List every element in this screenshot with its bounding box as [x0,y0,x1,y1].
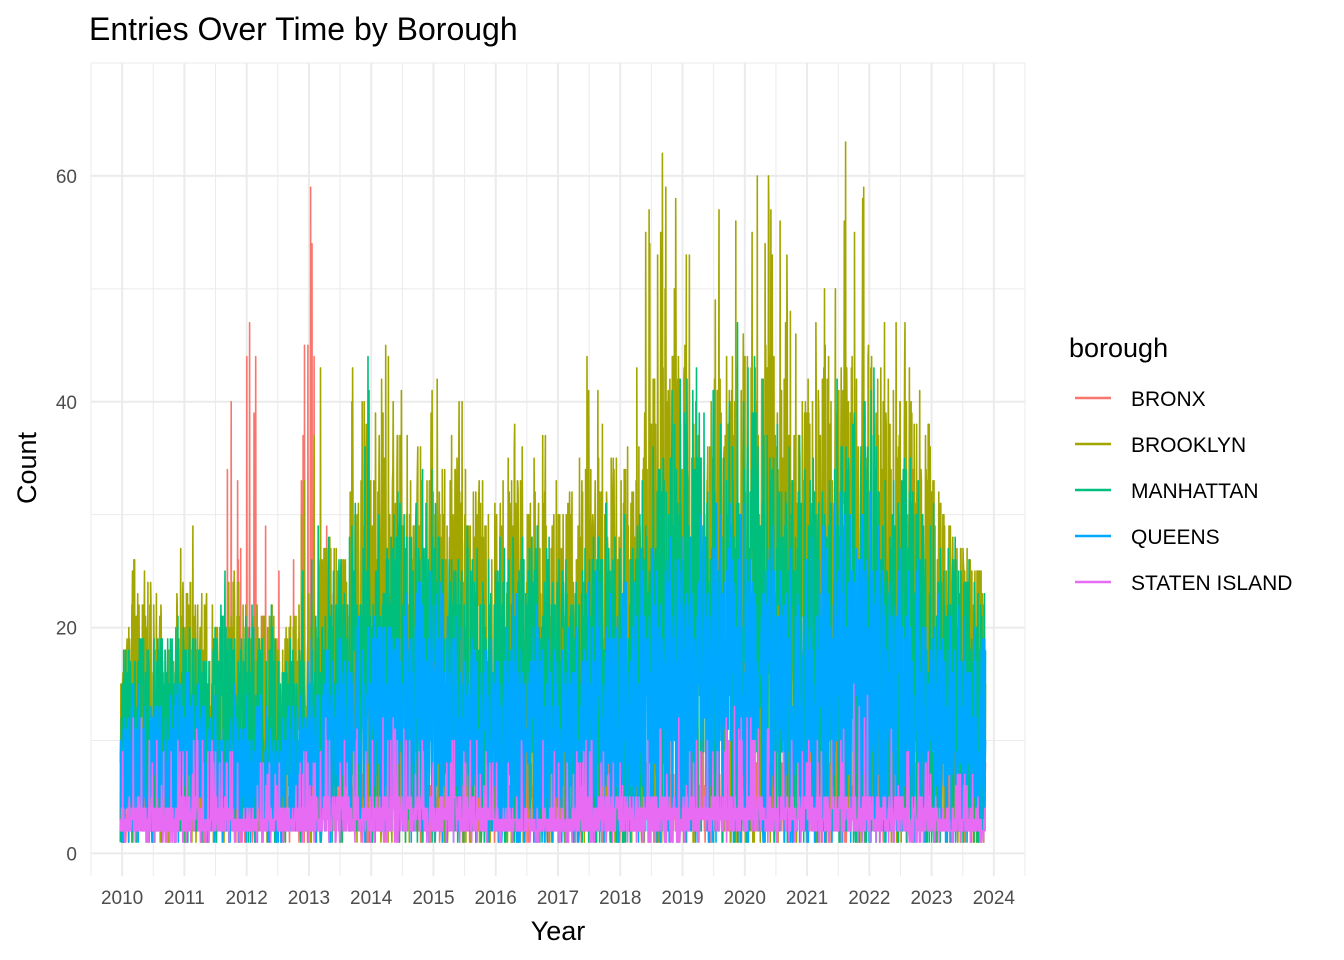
legend-label-manhattan: MANHATTAN [1131,480,1259,503]
y-tick-label: 60 [56,167,77,188]
series-line-staten-island [119,683,986,843]
x-tick-label: 2015 [412,888,454,909]
x-tick-label: 2018 [599,888,641,909]
y-axis-ticks: 0 20 40 60 [56,167,77,866]
x-tick-label: 2020 [724,888,766,909]
legend-label-bronx: BRONX [1131,388,1206,411]
y-tick-label: 40 [56,393,77,414]
x-tick-label: 2021 [786,888,828,909]
x-tick-label: 2011 [164,888,205,909]
x-axis-title: Year [531,916,586,946]
legend-label-brooklyn: BROOKLYN [1131,434,1246,457]
x-tick-label: 2022 [848,888,890,909]
x-tick-label: 2019 [661,888,703,909]
series-layer [119,141,987,843]
x-tick-label: 2023 [910,888,952,909]
chart-title: Entries Over Time by Borough [89,11,518,47]
x-tick-label: 2012 [226,888,268,909]
x-tick-label: 2013 [288,888,330,909]
x-axis-ticks: 2010 2011 2012 2013 2014 2015 2016 2017 2018 2019… [101,888,1015,909]
x-tick-label: 2024 [973,888,1016,909]
x-tick-label: 2016 [475,888,517,909]
legend: borough BRONX BROOKLYN MANHATTAN QUEENS STAT… [1069,333,1292,595]
x-tick-label: 2010 [101,888,143,909]
x-tick-label: 2014 [350,888,393,909]
legend-label-staten-island: STATEN ISLAND [1131,572,1292,595]
legend-title: borough [1069,333,1168,363]
y-tick-label: 0 [66,844,77,865]
x-tick-label: 2017 [537,888,579,909]
y-axis-title: Count [12,431,42,504]
legend-label-queens: QUEENS [1131,526,1220,549]
y-tick-label: 20 [56,619,77,640]
